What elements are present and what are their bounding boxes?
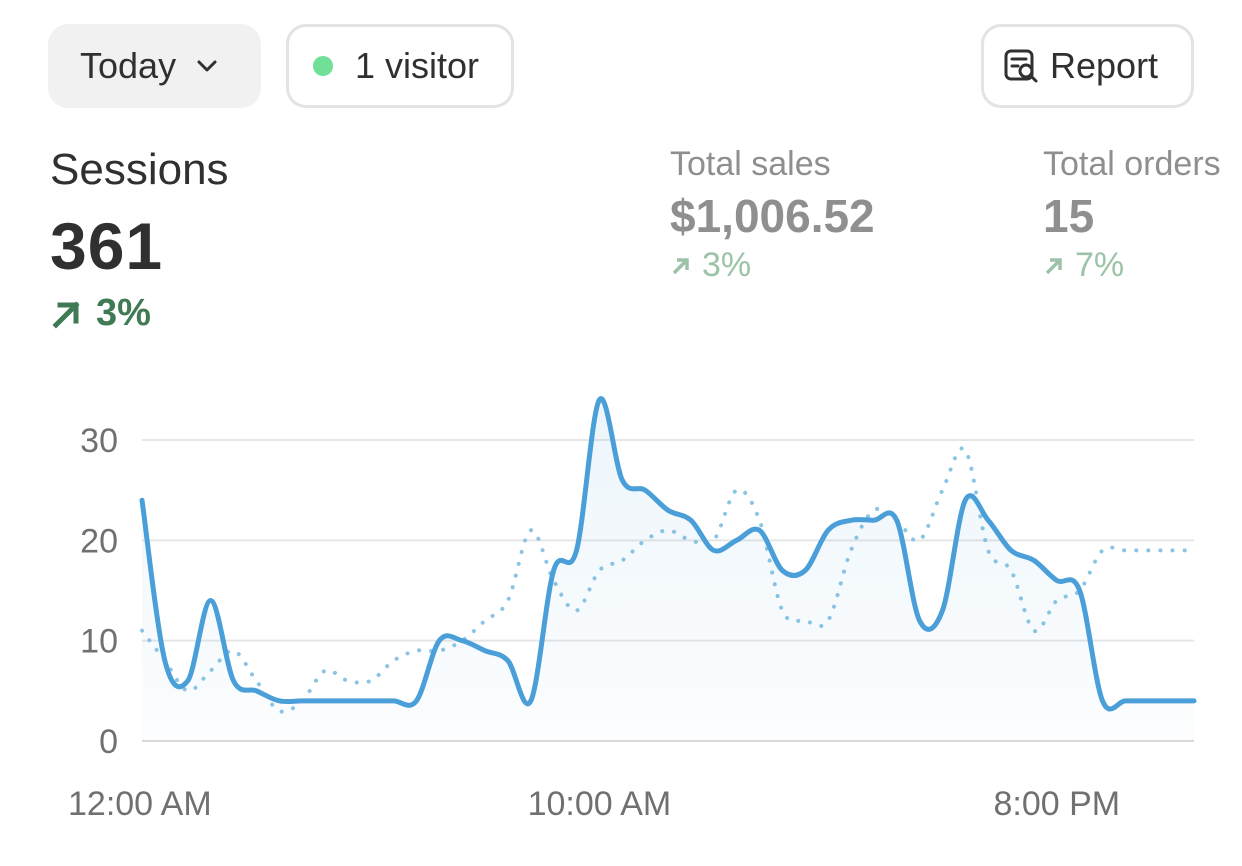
- report-search-icon: [1004, 49, 1038, 83]
- report-label: Report: [1050, 45, 1159, 86]
- total-sales-value: $1,006.52: [670, 190, 875, 242]
- y-axis: 0 10 20 30: [80, 422, 118, 761]
- sessions-metric[interactable]: Sessions 361 3%: [50, 140, 229, 335]
- x-tick-label: 10:00 AM: [528, 785, 672, 823]
- total-sales-label: Total sales: [670, 145, 831, 183]
- toolbar: Today 1 visitor Report: [0, 0, 1242, 110]
- y-tick-label: 10: [80, 623, 118, 661]
- total-sales-change: 3%: [670, 246, 875, 285]
- total-orders-label: Total orders: [1043, 145, 1221, 183]
- trend-up-arrow-icon: [672, 257, 689, 274]
- trend-up-arrow-icon: [1045, 257, 1062, 274]
- trend-up-arrow-icon: [52, 300, 80, 329]
- x-tick-label: 8:00 PM: [993, 785, 1120, 823]
- sessions-line-chart: 0 10 20 30 12:00 AM 10:00 AM 8:00 PM: [68, 396, 1197, 823]
- total-orders-value: 15: [1043, 190, 1095, 242]
- total-orders-change: 7%: [1043, 246, 1221, 285]
- y-tick-label: 20: [80, 522, 118, 560]
- sessions-label: Sessions: [50, 145, 229, 194]
- chevron-down-icon: [197, 60, 217, 72]
- live-visitors-label: 1 visitor: [355, 45, 480, 86]
- series-line-current: [139, 396, 1197, 712]
- report-button[interactable]: Report: [981, 24, 1194, 108]
- x-axis: 12:00 AM 10:00 AM 8:00 PM: [68, 785, 1120, 823]
- date-range-button[interactable]: Today: [48, 24, 261, 108]
- live-visitors-button[interactable]: 1 visitor: [286, 24, 514, 108]
- y-tick-label: 0: [99, 723, 118, 761]
- sessions-change: 3%: [50, 292, 229, 335]
- total-sales-change-value: 3%: [702, 246, 752, 284]
- total-orders-metric[interactable]: Total orders 15 7%: [1043, 142, 1221, 285]
- series-area: [142, 398, 1194, 741]
- total-sales-metric[interactable]: Total sales $1,006.52 3%: [670, 142, 875, 285]
- chart-plot-area: [139, 396, 1197, 741]
- date-range-label: Today: [80, 45, 177, 86]
- total-orders-change-value: 7%: [1075, 246, 1125, 284]
- y-tick-label: 30: [80, 422, 118, 460]
- live-status-dot: [313, 56, 333, 76]
- x-tick-label: 12:00 AM: [68, 785, 212, 823]
- sessions-value: 361: [50, 209, 164, 283]
- sessions-change-value: 3%: [96, 292, 151, 334]
